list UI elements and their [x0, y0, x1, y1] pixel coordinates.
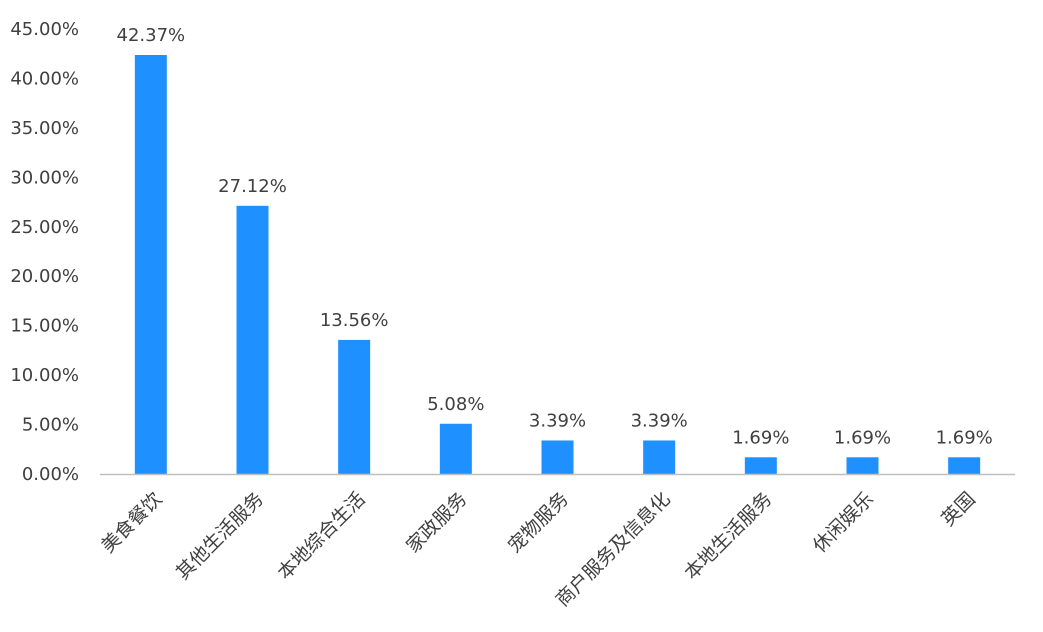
data-label: 1.69% [732, 427, 789, 448]
y-tick-label: 25.00% [10, 217, 79, 238]
x-tick-label: 休闲娱乐 [809, 488, 878, 557]
data-labels: 42.37% 27.12% 13.56% 5.08% 3.39% 3.39% 1.69% 1.… [117, 25, 993, 448]
y-tick-label: 15.00% [10, 316, 79, 337]
y-axis-ticks: 0.00% 5.00% 10.00% 15.00% 20.00% 25.00% 30.00%… [10, 19, 79, 485]
x-tick-label: 英国 [937, 488, 979, 530]
data-label: 3.39% [631, 410, 688, 431]
y-tick-label: 40.00% [10, 68, 79, 89]
x-tick-label: 本地综合生活 [274, 488, 370, 584]
x-tick-label: 宠物服务 [504, 488, 573, 557]
bar [134, 55, 167, 474]
data-label: 3.39% [529, 410, 586, 431]
bar [948, 457, 981, 474]
data-label: 13.56% [320, 310, 389, 331]
bar [541, 440, 574, 474]
data-label: 1.69% [936, 427, 993, 448]
y-tick-label: 5.00% [22, 415, 79, 436]
data-label: 5.08% [427, 394, 484, 415]
bars [134, 55, 981, 474]
x-tick-label: 本地生活服务 [680, 488, 776, 584]
data-label: 42.37% [117, 25, 186, 46]
x-tick-label: 美食餐饮 [97, 488, 166, 557]
bar [846, 457, 879, 474]
bar [439, 423, 472, 474]
bar [643, 440, 676, 474]
x-tick-label: 家政服务 [402, 488, 471, 557]
y-tick-label: 20.00% [10, 266, 79, 287]
data-label: 27.12% [218, 176, 287, 197]
x-tick-label: 其他生活服务 [172, 488, 268, 584]
bar [744, 457, 777, 474]
y-tick-label: 30.00% [10, 167, 79, 188]
y-tick-label: 45.00% [10, 19, 79, 40]
data-label: 1.69% [834, 427, 891, 448]
y-tick-label: 10.00% [10, 365, 79, 386]
bar [236, 205, 269, 474]
y-tick-label: 35.00% [10, 118, 79, 139]
bar [338, 339, 371, 474]
y-tick-label: 0.00% [22, 464, 79, 485]
